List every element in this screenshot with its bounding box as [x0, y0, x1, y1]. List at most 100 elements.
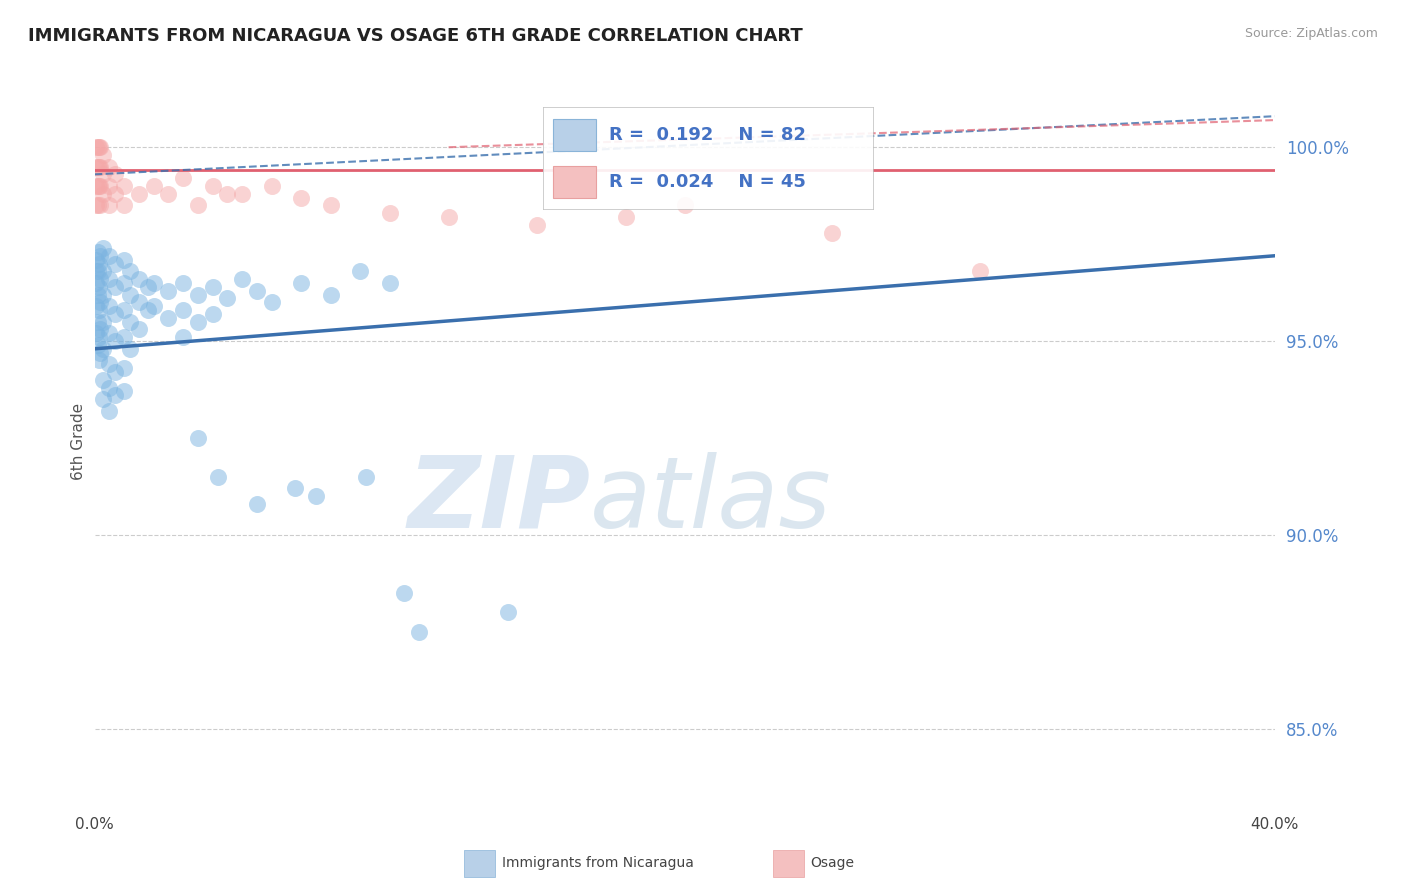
- Point: [187, 198, 209, 212]
- Point: [201, 179, 224, 194]
- Point: [112, 179, 135, 194]
- Point: [207, 469, 229, 483]
- Point: [98, 299, 121, 313]
- Point: [98, 357, 121, 371]
- Point: [614, 210, 637, 224]
- Point: [98, 249, 121, 263]
- Point: [526, 218, 548, 232]
- Point: [98, 404, 121, 418]
- Point: [98, 179, 121, 194]
- Point: [128, 186, 150, 201]
- Point: [118, 315, 141, 329]
- Point: [354, 469, 377, 483]
- Point: [284, 482, 307, 496]
- Point: [201, 280, 224, 294]
- Point: [142, 179, 165, 194]
- Point: [93, 186, 115, 201]
- Point: [84, 179, 107, 194]
- Point: [378, 276, 401, 290]
- Point: [86, 179, 108, 194]
- Point: [172, 171, 194, 186]
- Point: [246, 284, 269, 298]
- Text: ZIP: ZIP: [408, 451, 591, 549]
- Point: [112, 198, 135, 212]
- Point: [98, 381, 121, 395]
- Point: [217, 186, 239, 201]
- Point: [157, 284, 180, 298]
- Point: [378, 206, 401, 220]
- Point: [172, 303, 194, 318]
- Point: [93, 148, 115, 162]
- Point: [349, 264, 371, 278]
- Point: [93, 287, 115, 301]
- Text: IMMIGRANTS FROM NICARAGUA VS OSAGE 6TH GRADE CORRELATION CHART: IMMIGRANTS FROM NICARAGUA VS OSAGE 6TH G…: [28, 27, 803, 45]
- Point: [260, 295, 283, 310]
- Point: [128, 322, 150, 336]
- Point: [93, 241, 115, 255]
- Point: [87, 160, 110, 174]
- Point: [260, 179, 283, 194]
- Point: [187, 431, 209, 445]
- Point: [89, 345, 111, 359]
- Point: [104, 256, 127, 270]
- Point: [172, 330, 194, 344]
- Point: [128, 272, 150, 286]
- Point: [86, 264, 108, 278]
- Point: [84, 264, 107, 278]
- Point: [93, 373, 115, 387]
- Point: [84, 299, 107, 313]
- Y-axis label: 6th Grade: 6th Grade: [72, 403, 86, 481]
- Point: [86, 140, 108, 154]
- Point: [496, 606, 519, 620]
- Point: [84, 140, 107, 154]
- Point: [201, 307, 224, 321]
- Point: [231, 186, 253, 201]
- Point: [217, 292, 239, 306]
- Point: [98, 198, 121, 212]
- Point: [93, 264, 115, 278]
- Point: [84, 326, 107, 341]
- Point: [172, 276, 194, 290]
- Point: [89, 272, 111, 286]
- Point: [93, 392, 115, 407]
- Point: [104, 365, 127, 379]
- Point: [319, 198, 342, 212]
- Point: [89, 160, 111, 174]
- Point: [89, 322, 111, 336]
- Point: [89, 198, 111, 212]
- Point: [86, 160, 108, 174]
- Point: [104, 167, 127, 181]
- Point: [136, 303, 159, 318]
- Point: [157, 310, 180, 325]
- Point: [112, 384, 135, 399]
- Point: [157, 186, 180, 201]
- Point: [89, 295, 111, 310]
- Point: [408, 624, 430, 639]
- Point: [84, 276, 107, 290]
- Point: [87, 140, 110, 154]
- Point: [104, 307, 127, 321]
- Text: Osage: Osage: [810, 856, 853, 871]
- Point: [969, 264, 991, 278]
- Point: [187, 315, 209, 329]
- Point: [136, 280, 159, 294]
- Point: [89, 140, 111, 154]
- Point: [93, 167, 115, 181]
- Point: [87, 256, 110, 270]
- Point: [84, 198, 107, 212]
- Point: [118, 264, 141, 278]
- Point: [84, 160, 107, 174]
- Point: [84, 252, 107, 267]
- Point: [673, 198, 696, 212]
- Point: [231, 272, 253, 286]
- Point: [87, 303, 110, 318]
- Point: [87, 353, 110, 368]
- Point: [86, 287, 108, 301]
- Point: [87, 280, 110, 294]
- Point: [86, 244, 108, 259]
- Point: [112, 252, 135, 267]
- Point: [437, 210, 460, 224]
- Point: [104, 280, 127, 294]
- Point: [104, 334, 127, 348]
- Point: [86, 338, 108, 352]
